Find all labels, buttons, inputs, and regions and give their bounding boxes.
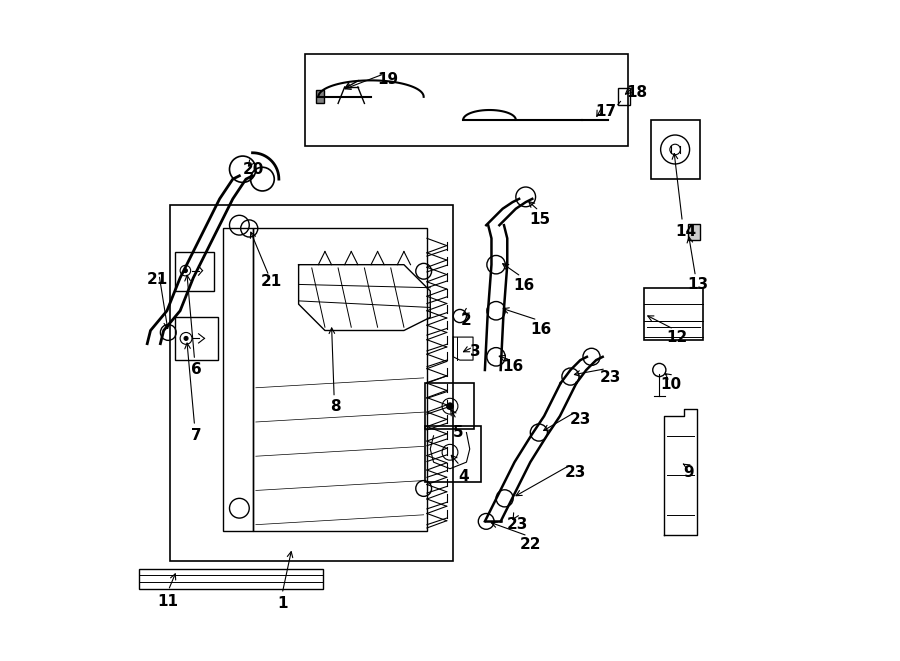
Bar bbox=[644, 288, 704, 340]
Bar bbox=[651, 120, 700, 179]
Text: 11: 11 bbox=[158, 594, 179, 609]
Text: 8: 8 bbox=[330, 399, 341, 414]
Bar bbox=[316, 91, 324, 103]
Text: 14: 14 bbox=[675, 224, 697, 239]
Text: 5: 5 bbox=[454, 425, 464, 440]
Bar bbox=[253, 229, 427, 531]
Text: 23: 23 bbox=[564, 465, 586, 479]
Bar bbox=[139, 568, 323, 588]
Bar bbox=[175, 252, 214, 291]
Text: 20: 20 bbox=[243, 162, 265, 176]
Text: 16: 16 bbox=[530, 322, 552, 336]
Text: 9: 9 bbox=[683, 465, 694, 479]
Bar bbox=[425, 383, 474, 429]
Bar bbox=[223, 229, 253, 531]
Bar bbox=[425, 426, 481, 482]
Text: 16: 16 bbox=[513, 278, 535, 293]
Text: 18: 18 bbox=[626, 85, 647, 100]
Bar bbox=[175, 317, 218, 360]
Text: 22: 22 bbox=[520, 537, 542, 552]
Text: 7: 7 bbox=[192, 428, 202, 444]
Text: 2: 2 bbox=[461, 313, 472, 328]
Circle shape bbox=[184, 336, 188, 340]
Text: 17: 17 bbox=[596, 104, 617, 120]
Bar bbox=[617, 89, 630, 104]
Text: 19: 19 bbox=[377, 71, 398, 87]
Text: 10: 10 bbox=[661, 377, 681, 392]
Text: 23: 23 bbox=[570, 412, 591, 427]
Bar bbox=[688, 224, 700, 241]
Text: 23: 23 bbox=[507, 517, 528, 532]
Text: 4: 4 bbox=[458, 469, 469, 484]
Text: 21: 21 bbox=[260, 274, 282, 289]
Text: 12: 12 bbox=[667, 330, 688, 344]
Text: 6: 6 bbox=[191, 362, 202, 377]
Text: 3: 3 bbox=[470, 344, 481, 359]
Text: 13: 13 bbox=[687, 277, 708, 292]
Circle shape bbox=[184, 268, 187, 272]
Bar bbox=[305, 54, 627, 146]
Text: 15: 15 bbox=[529, 212, 551, 227]
Text: 1: 1 bbox=[277, 596, 287, 611]
Text: 23: 23 bbox=[599, 370, 621, 385]
Text: 21: 21 bbox=[147, 272, 167, 287]
Text: 16: 16 bbox=[502, 359, 523, 374]
Bar bbox=[170, 206, 454, 561]
Circle shape bbox=[446, 403, 454, 409]
